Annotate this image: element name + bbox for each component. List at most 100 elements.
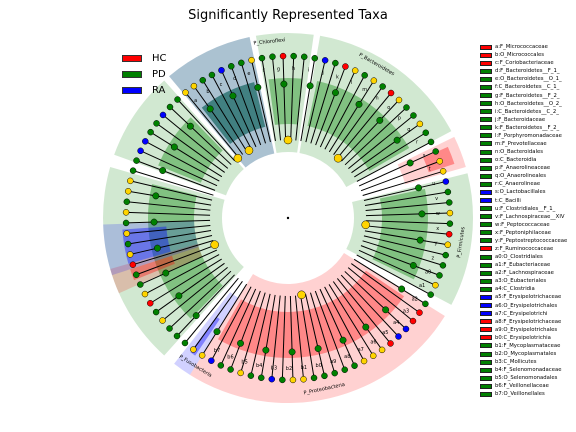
clade-key-label: s: [423, 153, 426, 159]
tree-node: [186, 122, 194, 130]
biomarker-name: F_Porphyromonadaceae: [498, 132, 562, 139]
biomarker-item: q: O_Anaerolineales: [480, 172, 576, 180]
tree-node: [427, 138, 435, 146]
biomarker-key: b6: [495, 383, 502, 390]
biomarker-swatch: [480, 84, 492, 90]
tree-node: [175, 292, 183, 300]
biomarker-swatch: [480, 311, 492, 317]
biomarker-key: o: [495, 157, 499, 164]
tree-branch: [328, 80, 375, 153]
biomarker-key: x: [495, 229, 499, 236]
biomarker-key: b: [495, 52, 499, 59]
biomarker-key: a5: [495, 294, 502, 301]
biomarker-name: O_Erysipelotrichales: [503, 326, 558, 333]
tree-branch: [126, 219, 211, 224]
tree-branch: [290, 56, 295, 141]
biomarker-swatch: [480, 133, 492, 139]
clade-key-label: a3: [403, 309, 409, 315]
biomarker-item: r: C_Anaerolineae: [480, 180, 576, 188]
class-swatch: [122, 86, 142, 94]
cladogram-tree: [126, 56, 450, 380]
tree-branch: [128, 190, 212, 206]
tree-node: [351, 362, 358, 369]
phylum-label: P_Chloroflexi: [253, 37, 286, 46]
tree-node: [402, 325, 410, 333]
biomarker-item: o: C_Bacteroidia: [480, 156, 576, 164]
biomarker-swatch: [480, 157, 492, 163]
tree-branch: [128, 230, 212, 245]
tree-node: [395, 333, 402, 340]
biomarker-item: s: O_Lactobacillales: [480, 188, 576, 196]
clade-key-label: d: [233, 76, 236, 82]
tree-node: [379, 83, 386, 90]
tree-node: [147, 128, 154, 136]
tree-node: [268, 375, 276, 383]
biomarker-key: f: [495, 84, 497, 91]
tree-branch: [177, 99, 236, 162]
biomarker-name: F_Lachnospiraceae__XIV: [499, 213, 565, 220]
tree-branch: [130, 235, 213, 255]
tree-node: [351, 67, 359, 74]
tree-node: [218, 67, 225, 74]
biomarker-key: r: [495, 181, 498, 188]
biomarker-key: a1: [495, 262, 502, 269]
biomarker-item: b2: O_Mycoplasmatales: [480, 350, 576, 358]
biomarker-key: a4: [495, 286, 502, 293]
biomarker-swatch: [480, 214, 492, 220]
biomarker-item: a5: F_Erysipelotrichaceae: [480, 293, 576, 301]
tree-node: [418, 210, 426, 218]
tree-node: [409, 317, 417, 325]
biomarker-name: O_Selenomonadales: [503, 375, 558, 382]
biomarker-swatch: [480, 141, 492, 147]
tree-node: [333, 153, 343, 163]
biomarker-name: O_Micrococcales: [500, 52, 544, 59]
tree-branch: [221, 70, 257, 148]
biomarker-item: m: F_Prevotellaceae: [480, 140, 576, 148]
biomarker-key: z: [495, 245, 498, 252]
tree-branch: [192, 281, 243, 350]
tree-node: [415, 184, 423, 192]
tree-branch: [140, 249, 218, 285]
clade-key-label: a5: [382, 330, 388, 336]
biomarker-swatch: [480, 359, 492, 365]
tree-branch: [310, 292, 336, 374]
tree-node: [306, 82, 314, 90]
biomarker-item: k: F_Bacteroidetes__F_2_: [480, 124, 576, 132]
tree-node: [262, 346, 270, 354]
biomarker-name: F_Veillonellaceae: [503, 383, 549, 390]
biomarker-key: m: [495, 140, 501, 147]
tree-branch: [193, 85, 244, 155]
tree-node: [403, 104, 410, 111]
tree-node: [339, 336, 347, 344]
tree-node: [283, 135, 293, 145]
biomarker-item: e: O_Bacteroidetes__O_1_: [480, 75, 576, 83]
tree-branch: [353, 258, 426, 305]
tree-node: [182, 89, 189, 96]
tree-branch: [240, 62, 266, 144]
tree-node: [279, 376, 286, 384]
tree-branch: [314, 290, 346, 370]
tree-node: [311, 54, 318, 62]
tree-branch: [185, 92, 240, 158]
clade-sector: [346, 173, 473, 305]
biomarker-item: p: F_Anaerolineaceae: [480, 164, 576, 172]
tree-node: [442, 178, 450, 185]
tree-node: [416, 309, 423, 316]
biomarker-name: F_Peptoniphilaceae: [499, 229, 551, 236]
clade-key-label: a4: [393, 320, 399, 326]
biomarker-name: C_Bacilli: [498, 197, 521, 204]
tree-node: [137, 281, 144, 288]
biomarker-swatch: [480, 327, 492, 333]
clade-key-label: a7: [358, 347, 364, 353]
biomarker-item: n: O_Bacteroidales: [480, 148, 576, 156]
tree-node: [393, 136, 401, 144]
tree-node: [133, 157, 140, 164]
biomarker-item: b: O_Micrococcales: [480, 51, 576, 59]
tree-branch: [155, 262, 225, 313]
biomarker-key: d: [495, 68, 499, 75]
tree-branch: [126, 211, 211, 216]
tree-branch: [145, 140, 220, 182]
clade-sector: [148, 184, 223, 319]
biomarker-key: n: [495, 149, 499, 156]
tree-branch: [162, 114, 229, 169]
